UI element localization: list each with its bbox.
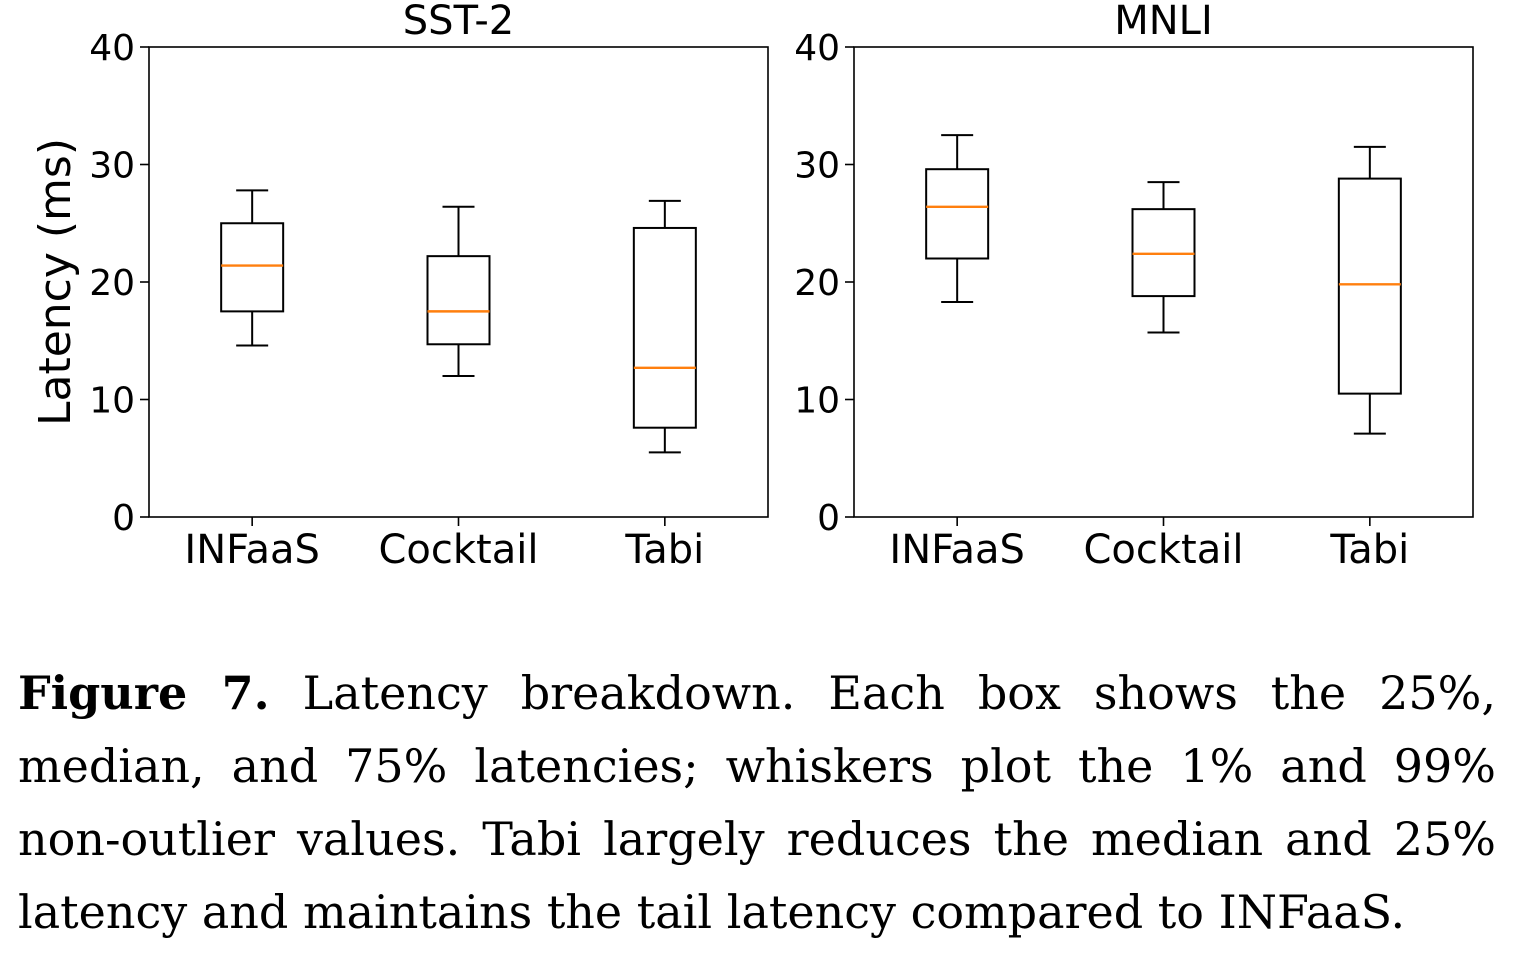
figure-caption-label: Figure 7. xyxy=(18,666,270,720)
y-tick-label: 0 xyxy=(817,498,840,539)
x-tick-label: Tabi xyxy=(1329,527,1409,573)
y-axis-label: Latency (ms) xyxy=(30,138,81,426)
plot-frame xyxy=(148,46,769,518)
box-tabi xyxy=(632,199,697,454)
y-tick-label: 30 xyxy=(89,146,135,187)
box-tabi xyxy=(1337,145,1402,435)
y-tick-label: 10 xyxy=(794,381,840,422)
y-tick-label: 10 xyxy=(89,381,135,422)
x-tick-label: INFaaS xyxy=(184,527,319,573)
chart-panel-2: MNLI 0 10 20 30 40 INFaaS Cocktail Tabi xyxy=(794,0,1474,573)
box-infaas xyxy=(220,189,285,347)
y-tick-label: 40 xyxy=(794,28,840,69)
x-tick-label: Cocktail xyxy=(1084,527,1244,573)
x-tick-label: Tabi xyxy=(624,527,704,573)
iqr-box xyxy=(220,222,285,313)
y-tick-label: 20 xyxy=(794,263,840,304)
chart-panel-1: SST-2 0 10 20 30 40 Latency (ms) INFaaS Cocktail… xyxy=(30,0,769,573)
chart-title: SST-2 xyxy=(403,0,514,44)
y-tick-label: 0 xyxy=(112,498,135,539)
y-tick-label: 40 xyxy=(89,28,135,69)
x-tick-label: Cocktail xyxy=(379,527,539,573)
box-cocktail xyxy=(1131,181,1196,334)
iqr-box xyxy=(426,255,491,346)
figure-caption-text: Latency breakdown. Each box shows the 25… xyxy=(18,666,1496,939)
chart-title: MNLI xyxy=(1114,0,1213,44)
y-tick-label: 20 xyxy=(89,263,135,304)
iqr-box xyxy=(632,226,697,429)
y-tick-label: 30 xyxy=(794,146,840,187)
box-infaas xyxy=(925,134,990,303)
x-tick-label: INFaaS xyxy=(889,527,1024,573)
plot-frame xyxy=(853,46,1474,518)
iqr-box xyxy=(1337,177,1402,395)
iqr-box xyxy=(925,168,990,260)
box-cocktail xyxy=(426,205,491,377)
figure-caption: Figure 7. Latency breakdown. Each box sh… xyxy=(18,657,1496,949)
